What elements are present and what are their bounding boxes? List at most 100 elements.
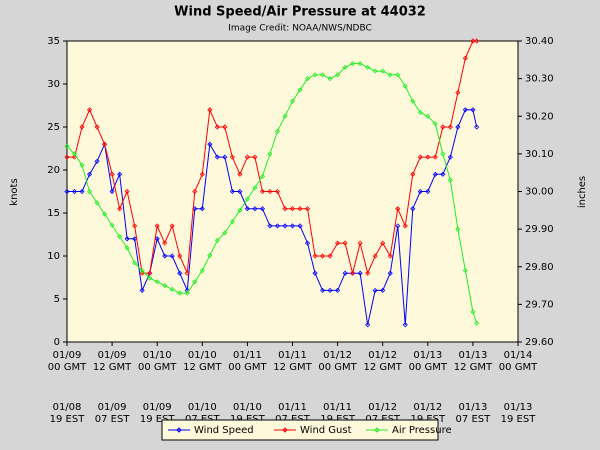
data-point <box>417 109 423 116</box>
data-point <box>267 223 273 229</box>
data-point <box>282 223 288 229</box>
x-tick-label: 12 GMT <box>364 362 403 373</box>
data-point <box>350 61 356 67</box>
data-point <box>432 171 438 177</box>
data-point <box>207 141 213 147</box>
data-point <box>462 55 468 61</box>
data-point <box>117 171 123 177</box>
data-point <box>79 162 85 168</box>
data-point <box>132 260 138 266</box>
data-point <box>440 171 446 177</box>
data-point <box>447 177 453 183</box>
y2-tick-label: 29.90 <box>525 224 554 235</box>
data-point <box>214 237 220 243</box>
x-tick-label: 01/10 <box>143 350 172 361</box>
data-point <box>395 206 401 212</box>
x-tick-label: 01/09 <box>98 402 127 413</box>
x-tick-label: 01/13 <box>458 350 487 361</box>
data-point <box>312 253 318 259</box>
data-point <box>365 270 371 276</box>
data-point <box>177 253 183 259</box>
x-tick-label: 01/10 <box>188 350 217 361</box>
data-point <box>147 270 153 276</box>
legend-label: Wind Gust <box>300 425 352 436</box>
data-point <box>86 107 93 113</box>
data-point <box>455 226 461 232</box>
x-tick-label: 19 EST <box>50 414 86 425</box>
data-point <box>447 154 453 160</box>
x-tick-label: 01/09 <box>53 350 82 361</box>
data-point <box>109 188 115 195</box>
data-point <box>327 287 333 293</box>
x-tick-label: 01/12 <box>368 402 397 413</box>
data-point <box>372 253 378 259</box>
data-point <box>102 211 108 217</box>
series-line <box>67 40 477 275</box>
data-point <box>86 171 93 177</box>
x-tick-label: 00 GMT <box>409 362 448 373</box>
data-point <box>139 267 145 274</box>
data-point <box>117 206 123 212</box>
data-point <box>425 154 431 160</box>
data-point <box>229 219 235 225</box>
data-point <box>214 124 220 130</box>
data-point <box>380 68 386 74</box>
series-line <box>67 109 478 325</box>
x-tick-label: 00 GMT <box>138 362 177 373</box>
data-point <box>410 171 416 177</box>
x-tick-label: 01/11 <box>323 402 352 413</box>
y-tick-label: 5 <box>54 294 60 305</box>
data-point <box>244 206 250 212</box>
y-tick-label: 25 <box>47 122 60 133</box>
data-point <box>79 188 85 195</box>
x-tick-label: 00 GMT <box>228 362 267 373</box>
x-tick-label: 12 GMT <box>93 362 132 373</box>
data-point <box>162 240 168 246</box>
data-point <box>365 64 371 70</box>
data-point <box>184 290 190 296</box>
data-point <box>410 206 416 212</box>
data-point <box>289 206 296 212</box>
data-point <box>470 107 476 113</box>
data-point <box>252 206 258 212</box>
data-point <box>259 206 265 212</box>
x-tick-label: 00 GMT <box>318 362 357 373</box>
data-point <box>139 287 145 293</box>
data-point <box>192 188 198 195</box>
x-tick-label: 12 GMT <box>273 362 312 373</box>
data-point <box>312 270 318 276</box>
data-point <box>229 188 235 195</box>
data-point <box>274 128 281 134</box>
data-point <box>440 124 446 130</box>
data-point <box>252 154 258 160</box>
data-point <box>320 253 326 259</box>
data-point <box>387 72 393 78</box>
y2-tick-label: 29.60 <box>525 337 554 348</box>
data-point <box>154 279 160 285</box>
legend-label: Wind Speed <box>194 425 254 436</box>
data-point <box>327 253 333 259</box>
data-point <box>387 270 393 276</box>
data-point <box>402 322 408 328</box>
data-point <box>342 270 348 276</box>
data-point <box>237 207 243 213</box>
x-tick-label: 01/11 <box>233 350 262 361</box>
x-tick-label: 01/13 <box>504 402 533 413</box>
data-point <box>470 309 476 315</box>
data-point <box>117 234 123 240</box>
data-point <box>335 240 341 246</box>
data-point <box>365 322 371 328</box>
data-point <box>474 320 480 326</box>
y2-tick-label: 29.80 <box>525 262 554 273</box>
data-point <box>86 188 93 195</box>
data-point <box>124 188 130 195</box>
data-point <box>372 68 378 74</box>
data-point <box>320 72 326 78</box>
y2-tick-label: 30.20 <box>525 111 554 122</box>
x-tick-label: 00 GMT <box>48 362 87 373</box>
data-point <box>282 206 288 212</box>
data-point <box>462 267 468 274</box>
x-tick-label: 01/10 <box>233 402 262 413</box>
data-point <box>169 253 175 259</box>
data-point <box>94 124 100 130</box>
